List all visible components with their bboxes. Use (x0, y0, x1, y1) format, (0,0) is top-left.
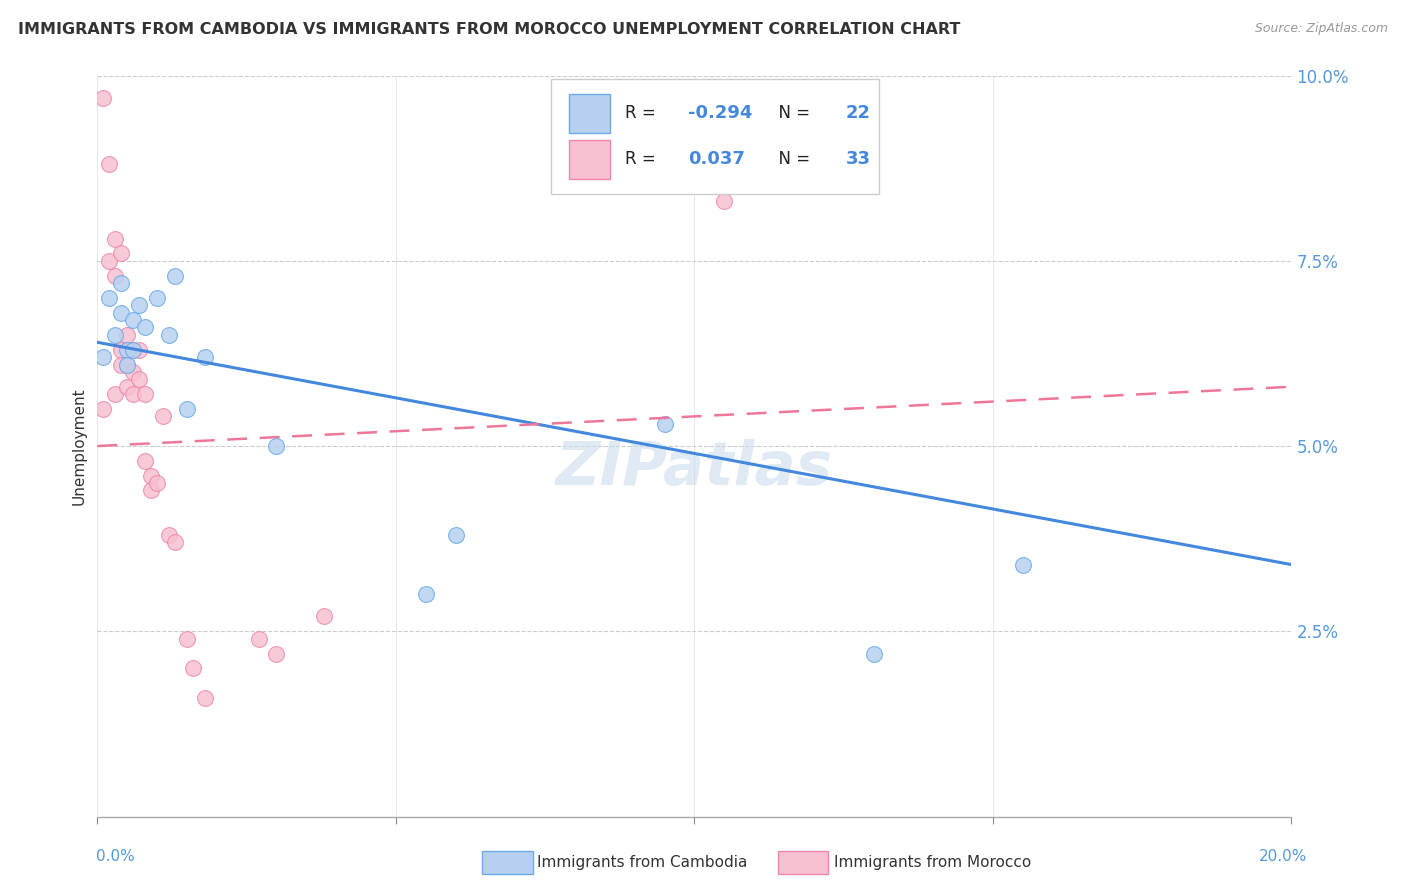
Point (98, 291, 121, 305)
FancyBboxPatch shape (569, 140, 610, 178)
Text: 0.037: 0.037 (689, 150, 745, 169)
Point (713, 194, 735, 209)
Point (128, 343, 150, 357)
Text: Immigrants from Morocco: Immigrants from Morocco (834, 855, 1031, 870)
Point (139, 483, 162, 498)
Point (176, 401, 198, 416)
Point (110, 305, 132, 319)
Point (194, 690, 217, 705)
Point (157, 528, 180, 542)
Point (110, 358, 132, 372)
Point (98, 157, 121, 171)
Point (314, 609, 336, 624)
Point (139, 468, 162, 483)
Point (654, 417, 676, 431)
Point (134, 320, 156, 334)
Point (194, 350, 217, 364)
Point (128, 298, 150, 312)
Text: IMMIGRANTS FROM CAMBODIA VS IMMIGRANTS FROM MOROCCO UNEMPLOYMENT CORRELATION CHA: IMMIGRANTS FROM CAMBODIA VS IMMIGRANTS F… (18, 22, 960, 37)
Point (862, 647, 884, 661)
FancyBboxPatch shape (551, 79, 880, 194)
Point (128, 372, 150, 386)
Y-axis label: Unemployment: Unemployment (72, 387, 86, 505)
Point (181, 661, 204, 675)
Point (110, 246, 132, 260)
Text: 0.0%: 0.0% (96, 849, 135, 863)
Point (146, 476, 169, 491)
Text: N =: N = (769, 104, 815, 122)
FancyBboxPatch shape (569, 94, 610, 133)
Point (444, 528, 467, 542)
Point (146, 291, 169, 305)
Point (122, 387, 145, 401)
Text: R =: R = (626, 150, 661, 169)
Point (91, 401, 114, 416)
Text: N =: N = (769, 150, 815, 169)
Text: -0.294: -0.294 (689, 104, 752, 122)
Point (110, 276, 132, 290)
Text: ZIPatlas: ZIPatlas (555, 439, 832, 498)
Point (115, 358, 138, 372)
Point (91, 91, 114, 105)
Point (110, 343, 132, 357)
Point (247, 632, 270, 646)
Point (157, 327, 180, 342)
Point (115, 327, 138, 342)
Point (266, 439, 288, 453)
Point (163, 268, 186, 283)
Point (266, 647, 288, 661)
Point (163, 535, 186, 549)
Point (122, 343, 145, 357)
Point (152, 409, 174, 424)
Point (122, 343, 145, 357)
Text: Source: ZipAtlas.com: Source: ZipAtlas.com (1254, 22, 1388, 36)
Point (91, 350, 114, 364)
Point (115, 358, 138, 372)
Point (415, 587, 437, 601)
Point (122, 313, 145, 327)
Point (104, 231, 127, 245)
Point (115, 343, 138, 357)
Text: R =: R = (626, 104, 661, 122)
Point (104, 268, 127, 283)
Point (134, 387, 156, 401)
Point (1011, 558, 1033, 572)
Text: 22: 22 (846, 104, 872, 122)
Point (115, 380, 138, 394)
Point (104, 387, 127, 401)
Point (122, 365, 145, 379)
Point (104, 327, 127, 342)
Point (134, 454, 156, 468)
Text: Immigrants from Cambodia: Immigrants from Cambodia (537, 855, 748, 870)
Point (176, 632, 198, 646)
Text: 33: 33 (846, 150, 872, 169)
Point (98, 253, 121, 268)
Text: 20.0%: 20.0% (1260, 849, 1308, 863)
